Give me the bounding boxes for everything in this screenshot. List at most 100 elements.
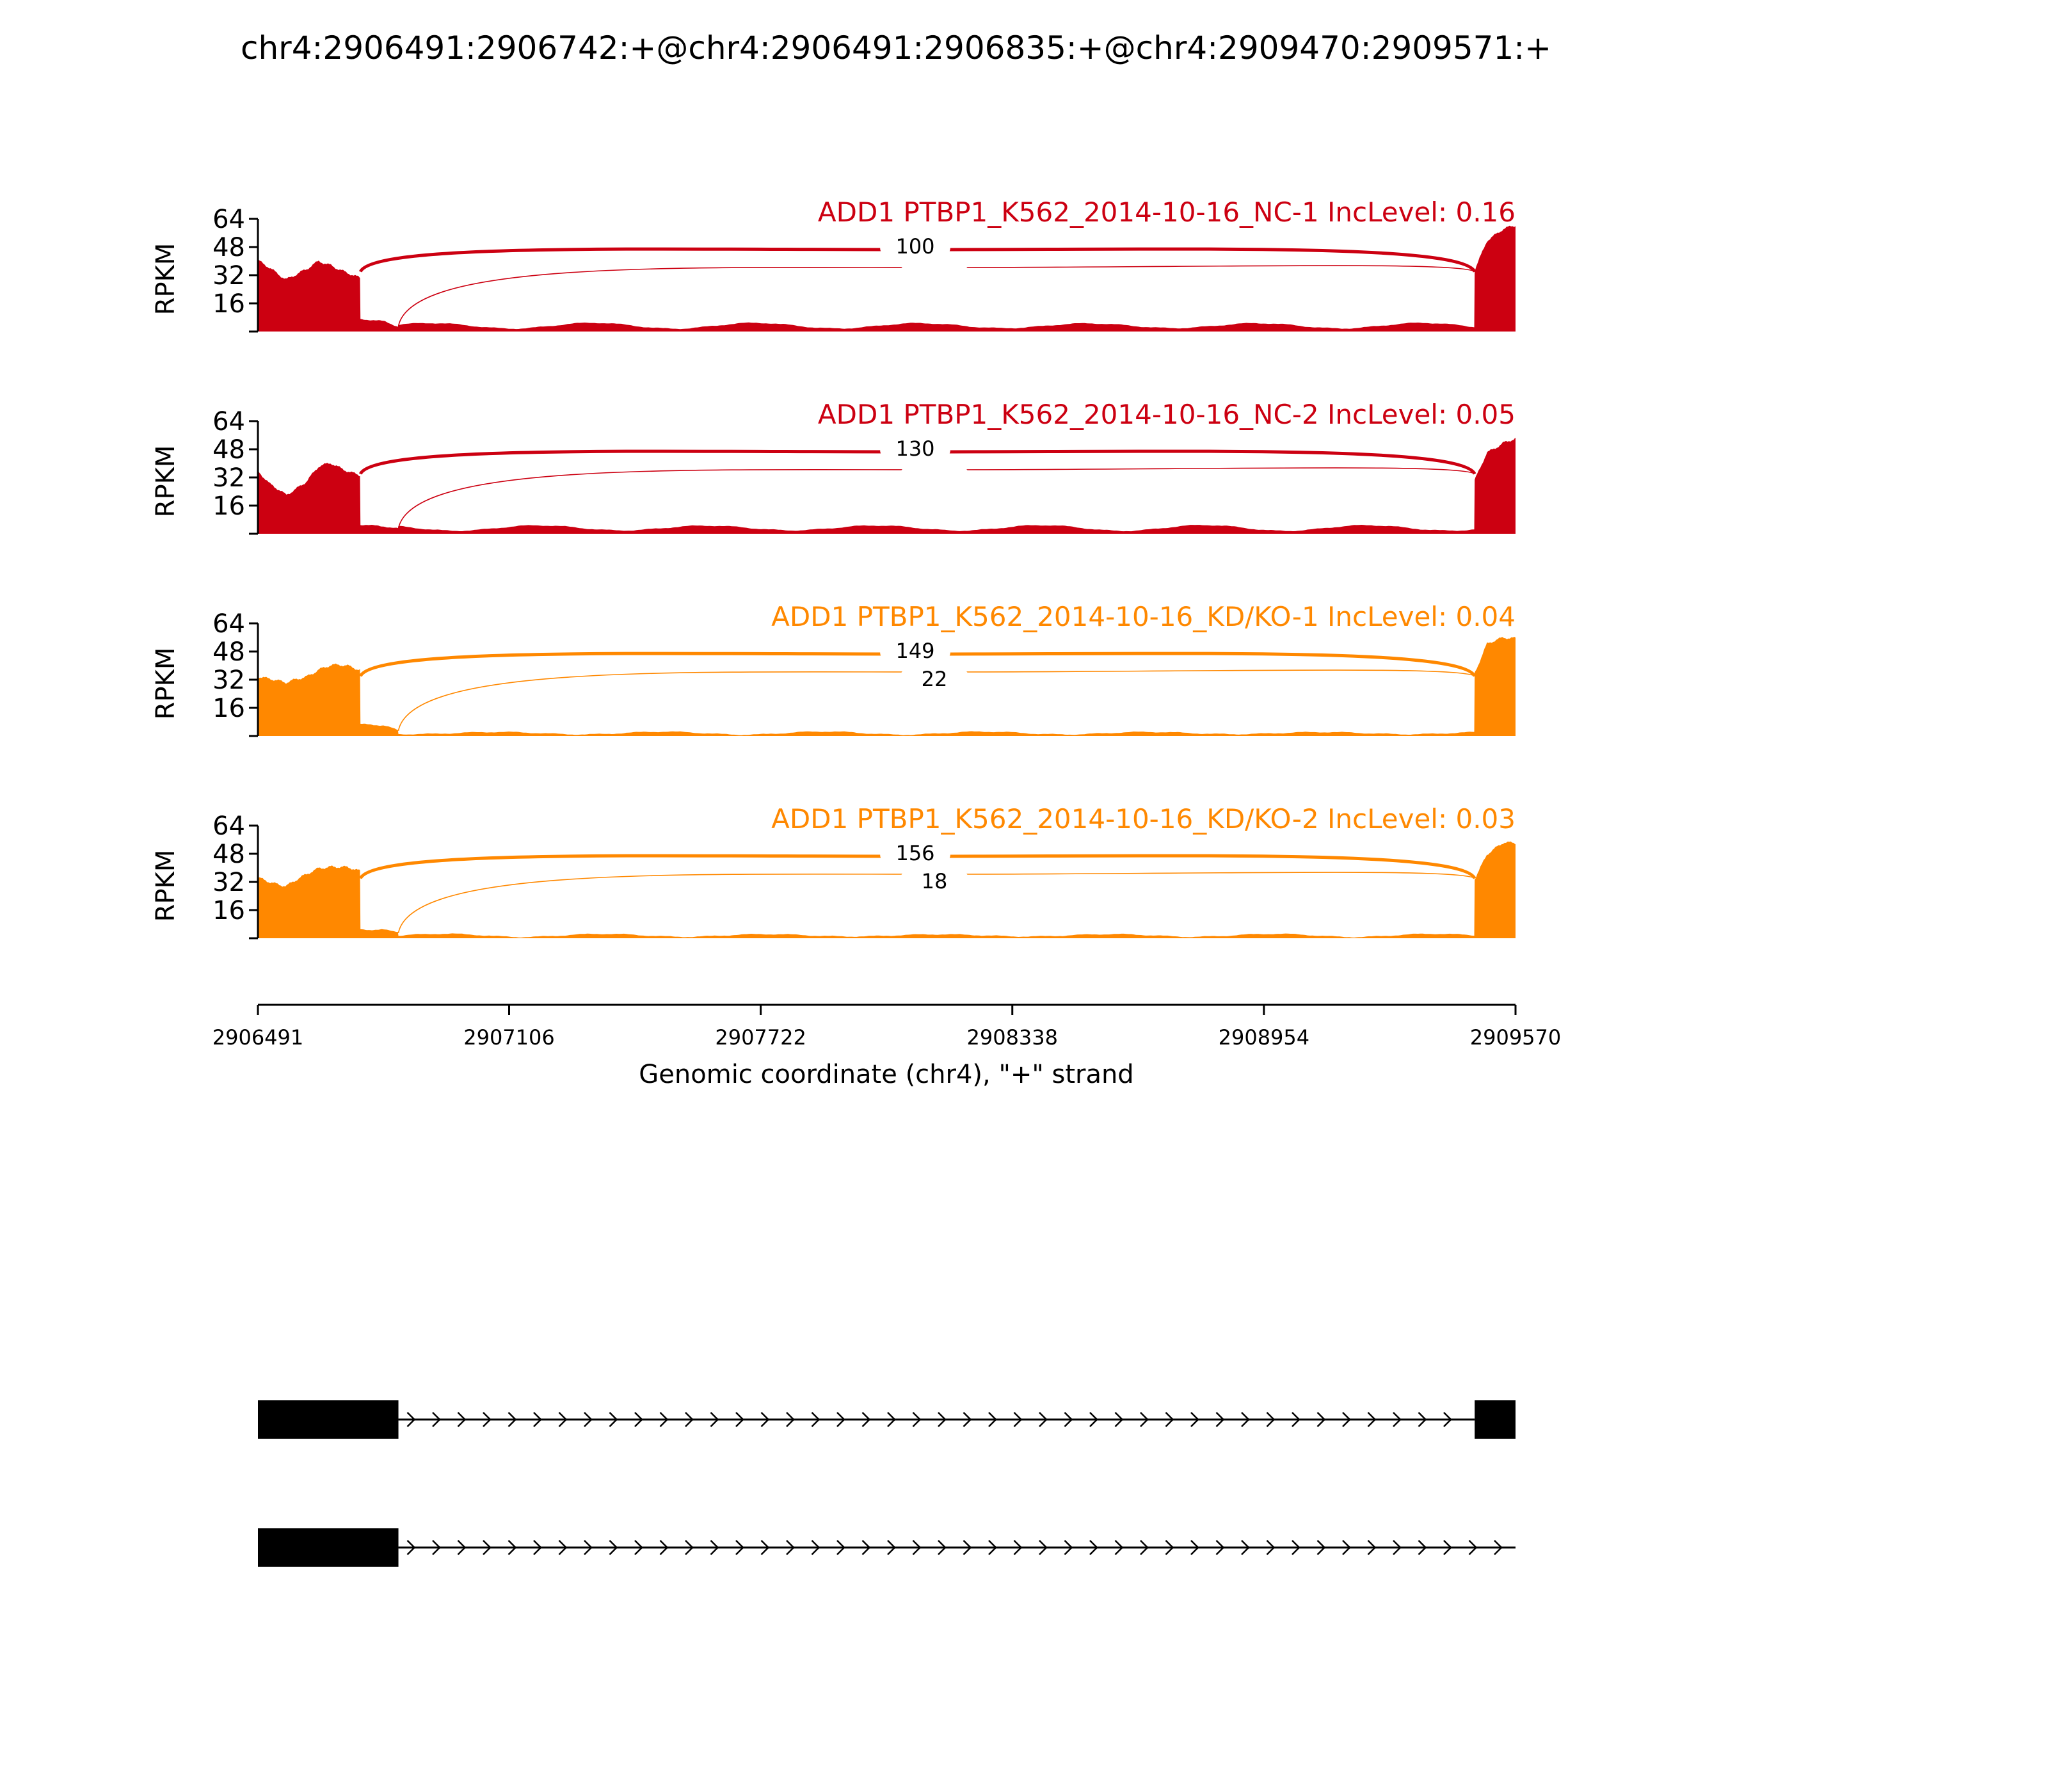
strand-arrow-icon [1316, 1412, 1326, 1427]
y-axis-label: RPKM [151, 648, 180, 720]
strand-arrow-icon [1342, 1412, 1351, 1427]
junction-label-box [899, 869, 970, 895]
junction-label-box [899, 262, 970, 288]
x-tick-label: 2907722 [715, 1025, 806, 1050]
strand-arrow-icon [1089, 1412, 1098, 1427]
strand-arrow-icon [861, 1540, 871, 1555]
strand-arrow-icon [963, 1412, 972, 1427]
strand-arrow-icon [584, 1412, 593, 1427]
strand-arrow-icon [609, 1540, 618, 1555]
strand-arrow-icon [406, 1540, 416, 1555]
strand-arrow-icon [558, 1540, 568, 1555]
y-tick-label: 64 [212, 205, 245, 234]
strand-arrow-icon [1190, 1412, 1199, 1427]
track-4: 156 18 ADD1 PTBP1_K562_2014-10-16_KD/KO-2 … [151, 803, 1516, 940]
strand-arrow-icon [1215, 1540, 1225, 1555]
strand-arrow-icon [685, 1412, 694, 1427]
strand-arrow-icon [1064, 1412, 1073, 1427]
y-tick-label: 64 [212, 407, 245, 436]
y-axis-label: RPKM [151, 445, 180, 518]
y-tick-label: 64 [212, 812, 245, 841]
junction-label-box [899, 465, 970, 490]
y-tick-label: 32 [212, 666, 245, 695]
strand-arrow-icon [533, 1412, 542, 1427]
strand-arrow-icon [432, 1412, 441, 1427]
strand-arrow-icon [1393, 1412, 1402, 1427]
x-tick-label: 2908338 [966, 1025, 1058, 1050]
strand-arrow-icon [1443, 1412, 1452, 1427]
y-tick-label: 16 [212, 694, 245, 723]
junction-label: 22 [922, 667, 948, 691]
y-tick-label: 32 [212, 463, 245, 493]
x-axis-label: Genomic coordinate (chr4), "+" strand [639, 1060, 1133, 1089]
y-tick-label: 32 [212, 261, 245, 291]
strand-arrow-icon [1393, 1540, 1402, 1555]
exon-block [1475, 1400, 1516, 1439]
y-tick-label: 32 [212, 868, 245, 897]
strand-arrow-icon [1316, 1540, 1326, 1555]
strand-arrow-icon [1165, 1540, 1174, 1555]
strand-arrow-icon [786, 1412, 795, 1427]
strand-arrow-icon [1013, 1412, 1023, 1427]
strand-arrow-icon [1292, 1540, 1300, 1555]
strand-arrow-icon [483, 1412, 492, 1427]
strand-arrow-icon [1165, 1412, 1174, 1427]
gene-model-2 [258, 1528, 1516, 1567]
strand-arrow-icon [988, 1412, 997, 1427]
track-title: ADD1 PTBP1_K562_2014-10-16_NC-1 IncLevel… [818, 196, 1516, 228]
strand-arrow-icon [659, 1540, 669, 1555]
strand-arrow-icon [836, 1540, 845, 1555]
strand-arrow-icon [457, 1540, 467, 1555]
strand-arrow-icon [1089, 1540, 1098, 1555]
x-tick-label: 2908954 [1219, 1025, 1310, 1050]
strand-arrow-icon [811, 1412, 820, 1427]
strand-arrow-icon [887, 1412, 896, 1427]
strand-arrow-icon [1064, 1540, 1073, 1555]
y-tick-label: 48 [212, 637, 245, 667]
junction-label: 100 [895, 234, 934, 259]
y-tick-label: 16 [212, 896, 245, 925]
strand-arrow-icon [710, 1540, 719, 1555]
strand-arrow-icon [584, 1540, 593, 1555]
strand-arrow-icon [760, 1412, 770, 1427]
x-tick-label: 2909570 [1470, 1025, 1562, 1050]
track-2: 130 ADD1 PTBP1_K562_2014-10-16_NC-2 IncLe… [151, 399, 1516, 535]
track-1: 100 ADD1 PTBP1_K562_2014-10-16_NC-1 IncLe… [151, 196, 1516, 333]
junction-label-box [880, 234, 950, 260]
y-tick-label: 16 [212, 289, 245, 319]
track-title: ADD1 PTBP1_K562_2014-10-16_KD/KO-2 IncLe… [771, 803, 1516, 835]
y-tick-label: 48 [212, 435, 245, 465]
strand-arrow-icon [861, 1412, 871, 1427]
junction-label-box [880, 436, 950, 462]
junction-label: 130 [895, 436, 934, 461]
track-title: ADD1 PTBP1_K562_2014-10-16_NC-2 IncLevel… [818, 399, 1516, 430]
junction-label: 18 [922, 869, 948, 893]
strand-arrow-icon [634, 1540, 643, 1555]
strand-arrow-icon [1190, 1540, 1199, 1555]
strand-arrow-icon [887, 1540, 896, 1555]
strand-arrow-icon [685, 1540, 694, 1555]
strand-arrow-icon [1418, 1540, 1427, 1555]
y-tick-label: 16 [212, 492, 245, 521]
exon-block [258, 1400, 399, 1439]
strand-arrow-icon [483, 1540, 492, 1555]
strand-arrow-icon [1342, 1540, 1351, 1555]
coverage-area [258, 637, 1516, 736]
strand-arrow-icon [406, 1412, 416, 1427]
y-axis-label: RPKM [151, 850, 180, 922]
strand-arrow-icon [1114, 1412, 1124, 1427]
strand-arrow-icon [634, 1412, 643, 1427]
strand-arrow-icon [1215, 1412, 1225, 1427]
strand-arrow-icon [1039, 1412, 1048, 1427]
strand-arrow-icon [1140, 1540, 1149, 1555]
tracks-layer: 100 ADD1 PTBP1_K562_2014-10-16_NC-1 IncLe… [151, 196, 1516, 940]
strand-arrow-icon [710, 1412, 719, 1427]
junction-label: 149 [895, 639, 934, 663]
strand-arrow-icon [836, 1412, 845, 1427]
coverage-area [258, 225, 1516, 332]
strand-arrow-icon [938, 1540, 947, 1555]
strand-arrow-icon [508, 1540, 517, 1555]
strand-arrow-icon [735, 1412, 744, 1427]
strand-arrow-icon [912, 1412, 922, 1427]
strand-arrow-icon [533, 1540, 542, 1555]
